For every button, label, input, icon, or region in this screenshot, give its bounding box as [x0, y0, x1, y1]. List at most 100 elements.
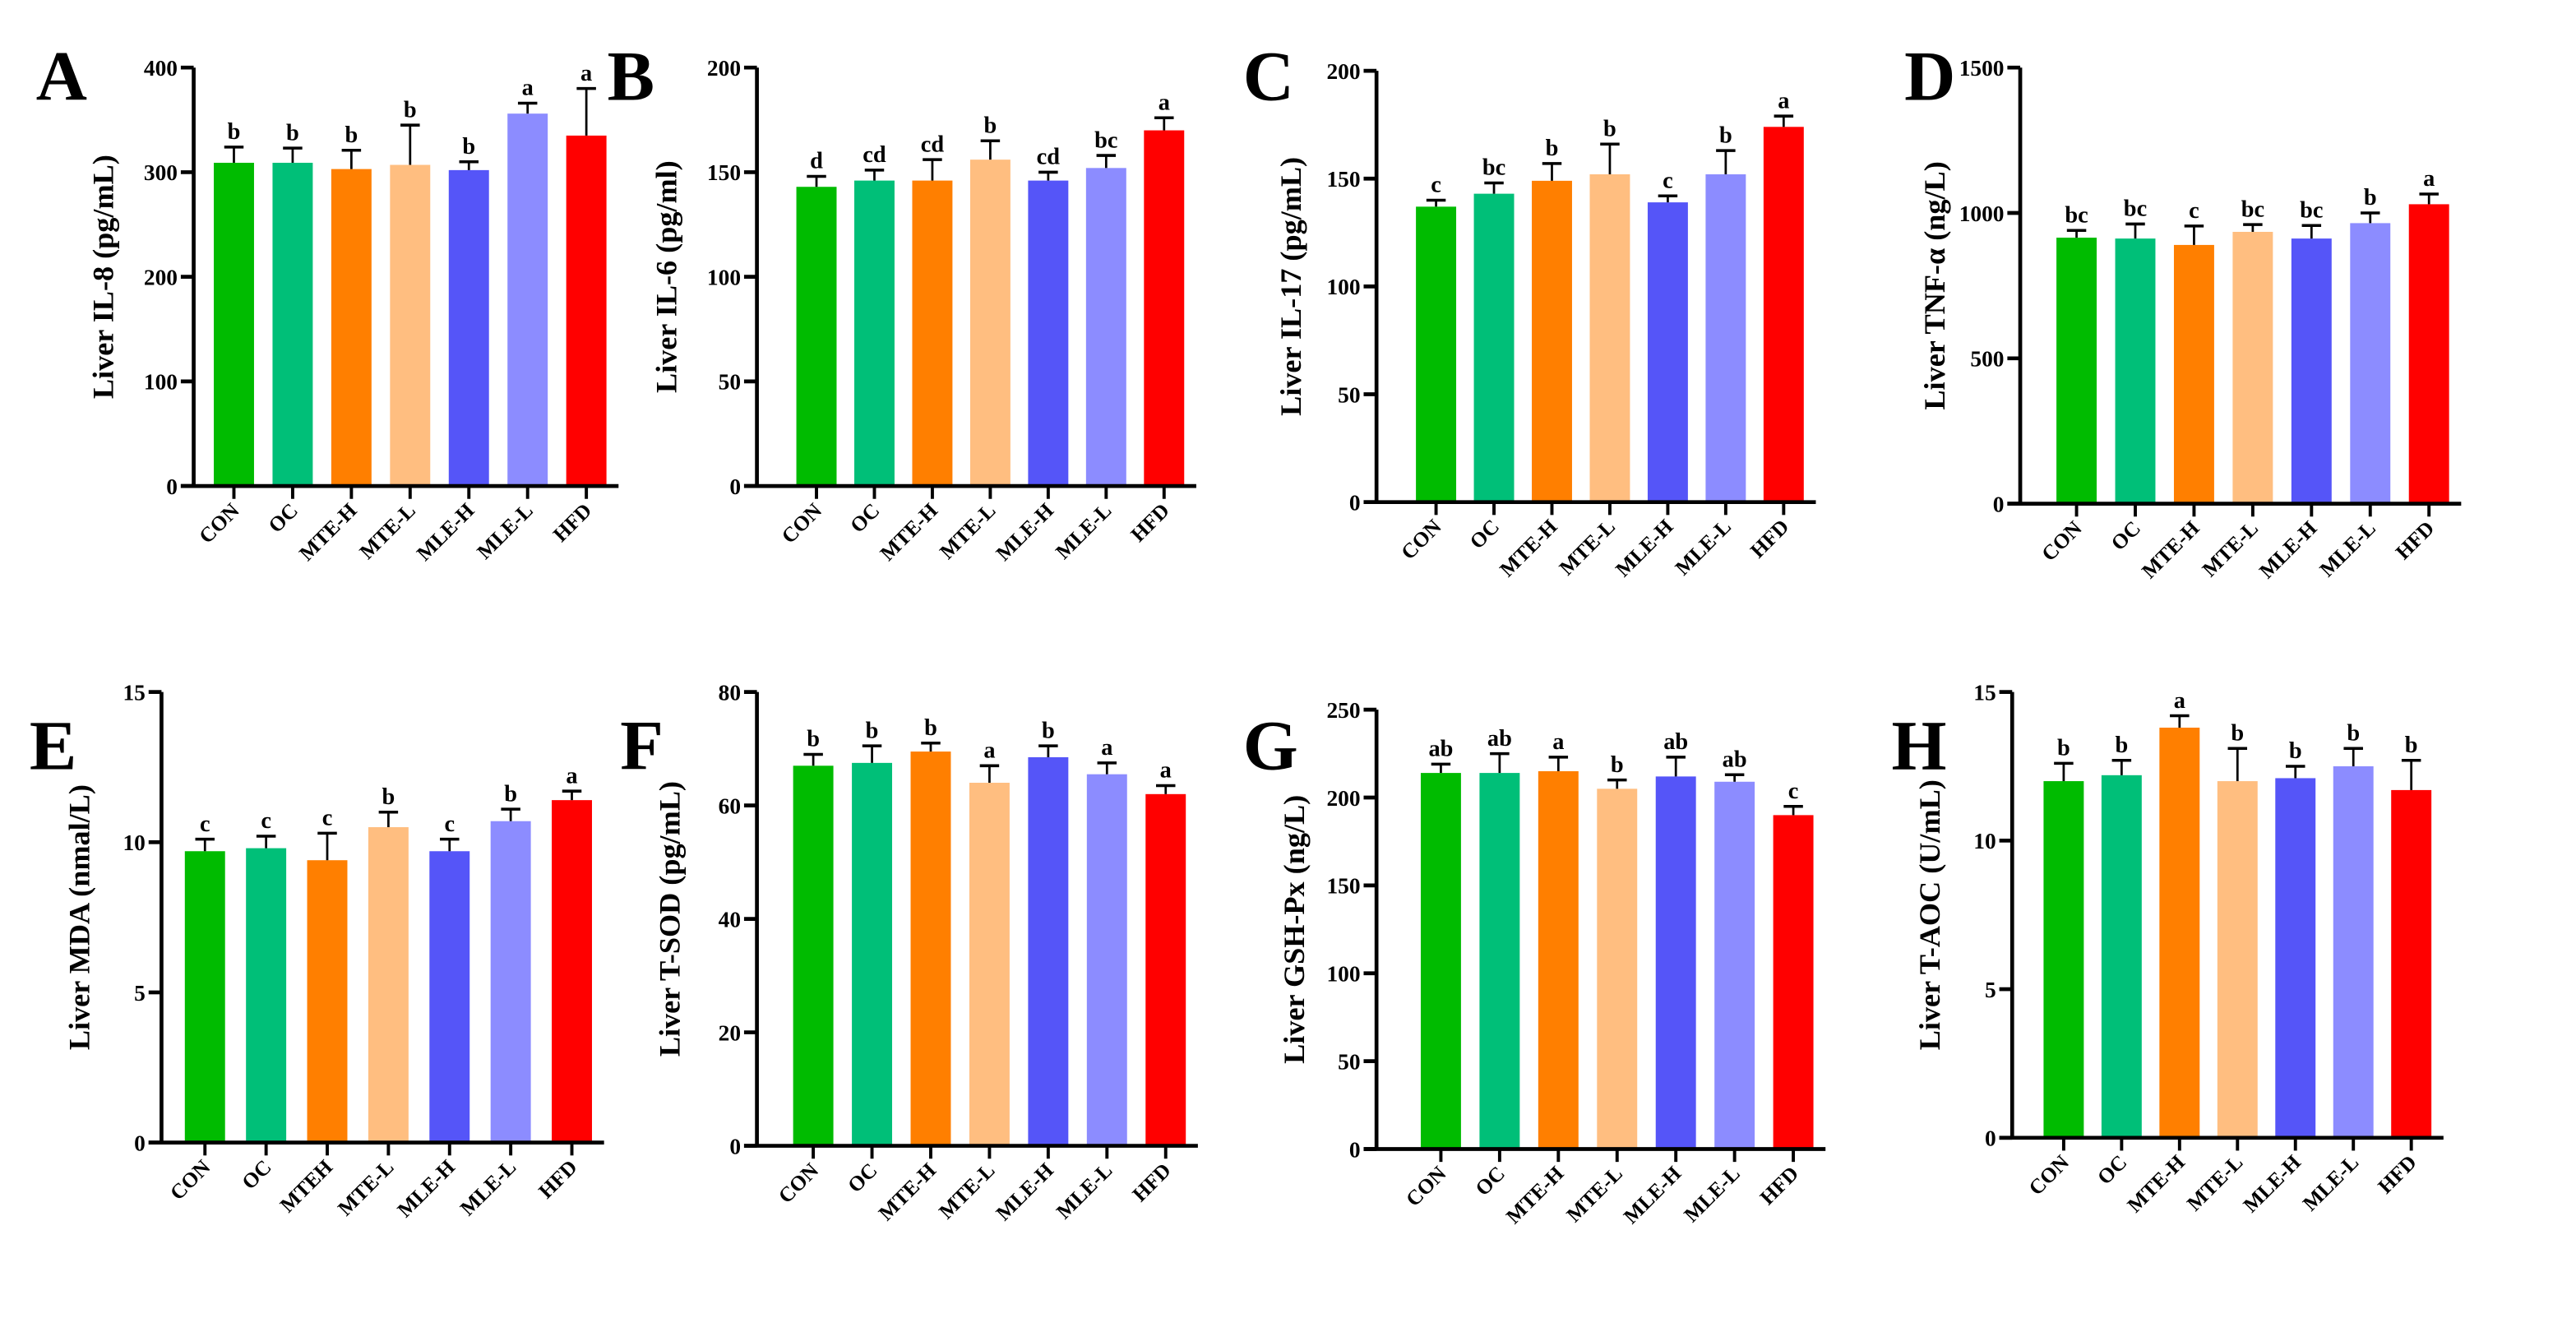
y-tick-label: 200	[1326, 786, 1360, 811]
significance-letter: ab	[1723, 747, 1747, 772]
x-tick-label: HFD	[2373, 1150, 2421, 1198]
panel-a: A Liver IL-8 (pg/mL) b CON b OC b MTE-H b MTE-L b M…	[36, 36, 619, 566]
panel-letter: F	[620, 706, 664, 785]
y-axis-label: Liver IL-17 (pg/mL)	[1274, 157, 1307, 416]
significance-letter: bc	[1094, 127, 1117, 153]
x-tick-label: MLE-L	[472, 498, 537, 563]
significance-letter: d	[810, 149, 823, 174]
y-tick-label: 0	[1349, 1137, 1361, 1162]
y-tick-label: 300	[144, 160, 178, 185]
x-tick-label: MTE-H	[2137, 516, 2204, 584]
y-tick-label: 150	[1326, 167, 1360, 192]
significance-letter: b	[984, 113, 997, 138]
significance-letter: b	[382, 784, 395, 810]
bar-mte-h	[912, 180, 953, 487]
significance-letter: b	[807, 727, 820, 752]
x-tick-label: HFD	[548, 498, 596, 546]
x-tick-label: HFD	[534, 1155, 581, 1203]
y-tick-label: 150	[1326, 874, 1360, 899]
bar-mle-l	[490, 821, 531, 1143]
x-tick-label: MLE-H	[392, 1155, 460, 1223]
significance-letter: a	[1101, 735, 1112, 761]
panel-letter: E	[30, 706, 76, 785]
x-tick-label: MLE-H	[1611, 515, 1678, 582]
significance-letter: b	[2405, 733, 2418, 758]
bar-mle-h	[2291, 238, 2332, 504]
bar-hfd	[1145, 793, 1186, 1146]
significance-letter: b	[924, 715, 937, 741]
bar-oc	[854, 180, 895, 487]
y-tick-label: 50	[1338, 1049, 1360, 1074]
y-tick-label: 100	[1326, 275, 1360, 299]
x-tick-label: OC	[264, 498, 303, 537]
bar-mle-l	[507, 113, 548, 487]
panel-d: D Liver TNF-α (ng/L) bc CON bc OC c MTE-H bc MTE-…	[1904, 36, 2462, 584]
panel-letter: D	[1904, 36, 1955, 115]
x-tick-label: MTE-L	[2197, 516, 2262, 581]
significance-letter: c	[200, 812, 210, 837]
significance-letter: b	[404, 97, 417, 123]
y-tick-label: 200	[144, 265, 178, 289]
x-tick-label: MLE-H	[991, 1158, 1058, 1225]
significance-letter: b	[1719, 123, 1732, 148]
bar-hfd	[552, 800, 592, 1143]
x-tick-label: OC	[2107, 516, 2145, 555]
significance-letter: ab	[1428, 737, 1453, 762]
y-tick-label: 10	[1973, 829, 1996, 853]
bar-hfd	[566, 135, 607, 487]
panel-b: B Liver IL-6 (pg/ml) d CON cd OC cd MTE-H b MTE-L…	[608, 36, 1196, 566]
x-tick-label: MLE-H	[2238, 1150, 2305, 1218]
y-tick-label: 80	[719, 680, 741, 705]
x-tick-label: CON	[2023, 1149, 2074, 1200]
x-tick-label: HFD	[1746, 515, 1793, 562]
significance-letter: cd	[863, 142, 886, 168]
bar-mte-h	[1532, 180, 1572, 502]
y-axis-label: Liver IL-8 (pg/mL)	[87, 155, 120, 399]
bar-oc	[2115, 238, 2156, 504]
y-tick-label: 100	[144, 370, 178, 395]
y-tick-label: 200	[1326, 59, 1360, 84]
bar-mle-h	[448, 169, 489, 487]
y-tick-label: 10	[123, 830, 145, 855]
bar-hfd	[1763, 127, 1804, 502]
bar-mle-l	[2350, 223, 2391, 504]
bar-mte-h	[910, 751, 951, 1146]
bar-oc	[2101, 775, 2142, 1138]
bar-mle-h	[1028, 180, 1069, 487]
x-tick-label: HFD	[2391, 516, 2439, 564]
significance-letter: b	[866, 718, 879, 743]
x-tick-label: OC	[1465, 515, 1504, 553]
y-tick-label: 60	[719, 793, 741, 818]
y-tick-label: 250	[1326, 698, 1360, 723]
significance-letter: c	[1663, 168, 1673, 193]
bar-mte-l	[2217, 781, 2258, 1138]
y-axis-label: Liver GSH-Px (ng/L)	[1278, 795, 1311, 1064]
y-tick-label: 500	[1970, 347, 2004, 372]
significance-letter: a	[1552, 729, 1564, 755]
significance-letter: b	[2347, 721, 2360, 747]
x-tick-label: MLE-L	[2298, 1150, 2363, 1215]
x-tick-label: MTE-H	[874, 1158, 941, 1225]
bar-con	[1416, 206, 1457, 502]
y-tick-label: 1500	[1959, 56, 2005, 81]
significance-letter: bc	[2065, 202, 2088, 228]
x-tick-label: MTE-L	[354, 498, 419, 563]
bar-mle-l	[2333, 765, 2374, 1138]
significance-letter: ab	[1487, 726, 1512, 751]
x-tick-label: MLE-L	[2315, 516, 2379, 581]
bar-mle-h	[1647, 202, 1688, 502]
y-tick-label: 0	[134, 1131, 146, 1155]
significance-letter: b	[2057, 736, 2070, 761]
bar-hfd	[1773, 815, 1814, 1149]
y-tick-label: 15	[123, 680, 145, 705]
significance-letter: a	[1159, 90, 1170, 115]
bar-mte-l	[969, 783, 1010, 1146]
significance-letter: b	[462, 134, 475, 160]
bar-con	[2056, 238, 2097, 504]
y-tick-label: 20	[719, 1020, 741, 1045]
bar-mle-l	[1705, 174, 1746, 502]
bar-oc	[852, 762, 893, 1146]
